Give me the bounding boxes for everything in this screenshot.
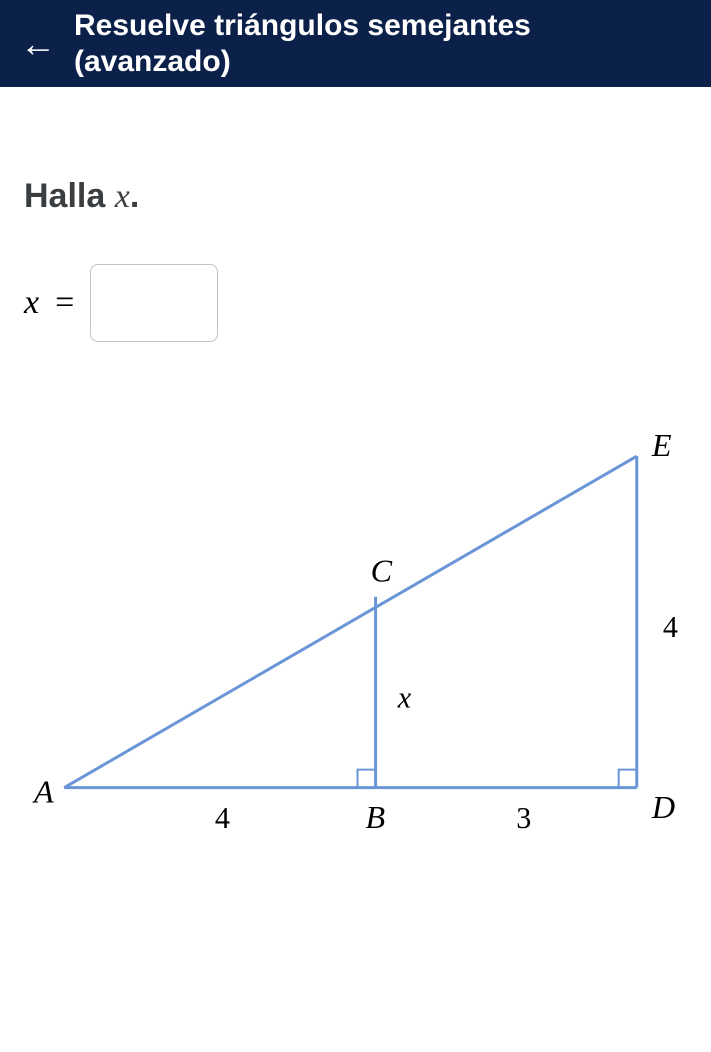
answer-input[interactable]	[90, 264, 218, 342]
point-label-E: E	[651, 427, 672, 463]
right-angle-marker	[619, 770, 637, 788]
triangle-diagram: A B C D E 4 3 x 4	[24, 402, 687, 882]
prompt-variable: x	[115, 178, 130, 215]
header-bar: ← Resuelve triángulos semejantes (avanza…	[0, 0, 711, 87]
content-area: Halla x. x = A B C D E 4 3 x 4	[0, 87, 711, 914]
question-prompt: Halla x.	[24, 177, 687, 216]
length-label-3: 4	[663, 610, 678, 644]
answer-equals: =	[55, 284, 74, 322]
length-label-0: 4	[215, 801, 230, 835]
point-label-C: C	[371, 553, 393, 589]
answer-variable: x	[24, 284, 39, 322]
point-label-A: A	[32, 774, 54, 810]
prompt-suffix: .	[130, 177, 139, 215]
length-label-2: x	[397, 680, 412, 714]
page-title: Resuelve triángulos semejantes (avanzado…	[74, 8, 691, 80]
length-label-1: 3	[516, 801, 531, 835]
diagram-svg: A B C D E 4 3 x 4	[24, 402, 687, 882]
point-label-D: D	[651, 789, 675, 825]
back-arrow-icon[interactable]: ←	[20, 26, 56, 62]
prompt-prefix: Halla	[24, 177, 115, 215]
point-label-B: B	[366, 799, 386, 835]
answer-row: x =	[24, 264, 687, 342]
right-angle-marker	[358, 770, 376, 788]
